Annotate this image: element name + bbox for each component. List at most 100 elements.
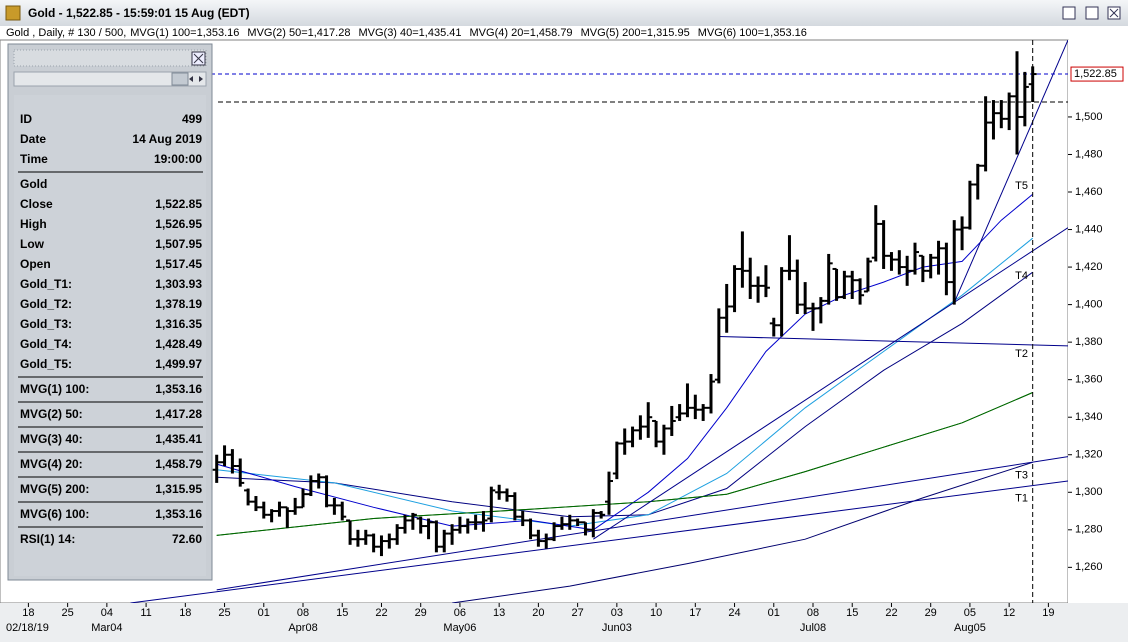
x-tick-label: 05 (964, 607, 976, 619)
month-label: Jul08 (800, 622, 826, 634)
dw-label: MVG(1) 100: (20, 382, 89, 396)
restore-button[interactable] (1085, 6, 1099, 20)
dw-value: 19:00:00 (154, 152, 202, 166)
legend-prefix: Gold , Daily, # 130 / 500, (6, 27, 126, 39)
last-price-label: 1,522.85 (1074, 68, 1117, 80)
dw-label: Time (20, 152, 48, 166)
x-tick-label: 15 (336, 607, 348, 619)
dw-label: Gold_T3: (20, 317, 72, 331)
scroll-left[interactable] (189, 76, 193, 82)
y-tick-label: 1,440 (1075, 223, 1103, 235)
month-label: Apr08 (288, 622, 317, 634)
dw-value: 1,353.16 (155, 382, 202, 396)
trendline (130, 480, 1068, 603)
dw-label: Gold (20, 177, 47, 191)
data-window-body (14, 95, 206, 576)
y-tick-label: 1,400 (1075, 299, 1103, 311)
x-tick-label: 18 (179, 607, 191, 619)
scroll-thumb[interactable] (171, 72, 189, 86)
trendline-label: T3 (1015, 470, 1028, 482)
x-tick-label: 01 (258, 607, 270, 619)
month-label: Mar04 (91, 622, 122, 634)
trendline (216, 456, 1068, 591)
x-tick-label: 08 (807, 607, 819, 619)
data-window-scrollbar[interactable] (13, 71, 207, 87)
dw-label: Gold_T4: (20, 337, 72, 351)
dw-label: MVG(2) 50: (20, 407, 83, 421)
y-tick-label: 1,320 (1075, 449, 1103, 461)
time-axis (0, 603, 1128, 642)
legend-entry: MVG(2) 50=1,417.28 (247, 27, 350, 39)
y-tick-label: 1,300 (1075, 486, 1103, 498)
dw-value: 1,526.95 (155, 217, 202, 231)
x-tick-label: 18 (22, 607, 34, 619)
dw-label: MVG(5) 200: (20, 482, 89, 496)
dw-value: 1,435.41 (155, 432, 202, 446)
legend-entry: MVG(4) 20=1,458.79 (470, 27, 573, 39)
trendline-label: T2 (1015, 348, 1028, 360)
legend-entry: MVG(5) 200=1,315.95 (581, 27, 690, 39)
data-window: ID 499 Date 14 Aug 2019 Time 19:00:00 Gold Clos… (7, 43, 213, 581)
dw-label: High (20, 217, 47, 231)
moving-average (216, 392, 1033, 536)
dw-value: 1,522.85 (155, 197, 202, 211)
title-bar (0, 0, 1128, 26)
x-tick-label: 22 (885, 607, 897, 619)
dw-label: RSI(1) 14: (20, 532, 75, 546)
dw-value: 1,353.16 (155, 507, 202, 521)
dw-label: MVG(4) 20: (20, 457, 83, 471)
trendline-label: T4 (1015, 270, 1028, 282)
dw-label: Gold_T5: (20, 357, 72, 371)
dw-value: 1,417.28 (155, 407, 202, 421)
moving-average (216, 193, 1034, 531)
x-tick-label: 12 (1003, 607, 1015, 619)
y-tick-label: 1,460 (1075, 186, 1103, 198)
price-axis (1068, 40, 1128, 603)
dw-label: Gold_T1: (20, 277, 72, 291)
dw-value: 1,507.95 (155, 237, 202, 251)
trendline-label: T5 (1015, 180, 1028, 192)
trendline (593, 227, 1068, 540)
trendline-label: T1 (1015, 493, 1028, 505)
legend-entry: MVG(3) 40=1,435.41 (358, 27, 461, 39)
x-tick-label: 24 (728, 607, 740, 619)
detach-button[interactable] (1062, 6, 1076, 20)
y-tick-label: 1,480 (1075, 148, 1103, 160)
window-title: Gold - 1,522.85 - 15:59:01 15 Aug (EDT) (28, 6, 250, 20)
dw-label: Date (20, 132, 46, 146)
y-tick-label: 1,420 (1075, 261, 1103, 273)
x-tick-label: 03 (611, 607, 623, 619)
x-tick-label: 15 (846, 607, 858, 619)
month-label: May06 (443, 622, 476, 634)
dw-label: Open (20, 257, 51, 271)
last-price-box (1070, 66, 1124, 82)
dw-value: 72.60 (172, 532, 202, 546)
dw-value: 1,517.45 (155, 257, 202, 271)
trendline (718, 336, 1068, 347)
x-tick-label: 29 (925, 607, 937, 619)
legend-bar (0, 26, 1128, 40)
y-tick-label: 1,500 (1075, 111, 1103, 123)
y-tick-label: 1,340 (1075, 411, 1103, 423)
trendline (953, 40, 1068, 303)
moving-average (216, 271, 1033, 518)
legend-entry: MVG(1) 100=1,353.16 (130, 27, 239, 39)
dw-value: 1,315.95 (155, 482, 202, 496)
dw-label: MVG(3) 40: (20, 432, 83, 446)
dw-value: 1,428.49 (155, 337, 202, 351)
dw-label: Close (20, 197, 53, 211)
x-tick-label: 01 (768, 607, 780, 619)
y-tick-label: 1,280 (1075, 524, 1103, 536)
window-icon (5, 5, 21, 21)
plot: T1 T2 T3 T4 T5 (8, 40, 1068, 603)
x-tick-label: 06 (454, 607, 466, 619)
dw-label: Low (20, 237, 45, 251)
x-tick-label: 04 (101, 607, 113, 619)
dw-value: 1,316.35 (155, 317, 202, 331)
scroll-right[interactable] (199, 76, 203, 82)
x-tick-label: 29 (415, 607, 427, 619)
dw-value: 14 Aug 2019 (132, 132, 202, 146)
month-label: Jun03 (602, 622, 632, 634)
dw-value: 1,499.97 (155, 357, 202, 371)
